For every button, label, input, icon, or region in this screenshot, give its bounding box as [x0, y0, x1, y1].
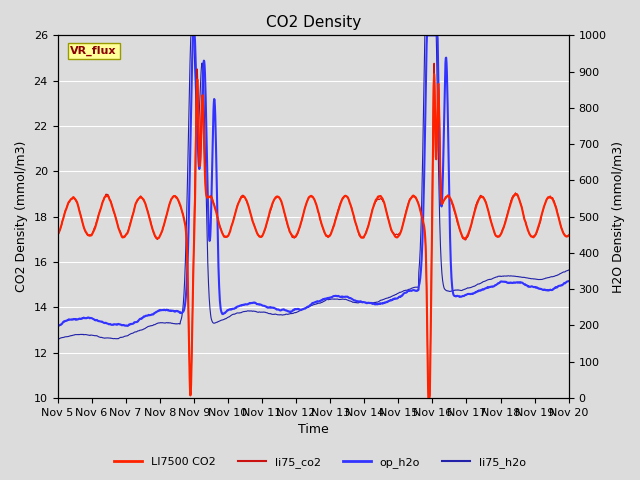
Line: LI7500 CO2: LI7500 CO2: [58, 74, 569, 398]
LI7500 CO2: [54, 232, 61, 238]
Legend: LI7500 CO2, li75_co2, op_h2o, li75_h2o: LI7500 CO2, li75_co2, op_h2o, li75_h2o: [110, 452, 530, 472]
op_h2o: [54, 324, 61, 329]
X-axis label: Time: Time: [298, 423, 328, 436]
li75_co2: [430, 60, 438, 66]
LI7500 CO2: [430, 71, 438, 77]
LI7500 CO2: [155, 235, 163, 241]
LI7500 CO2: [565, 232, 573, 238]
Text: VR_flux: VR_flux: [70, 46, 117, 57]
op_h2o: [504, 280, 512, 286]
LI7500 CO2: [168, 196, 175, 202]
op_h2o: [168, 308, 175, 314]
LI7500 CO2: [505, 207, 513, 213]
Y-axis label: H2O Density (mmol/m3): H2O Density (mmol/m3): [612, 141, 625, 293]
LI7500 CO2: [424, 395, 432, 401]
LI7500 CO2: [392, 234, 400, 240]
li75_h2o: [54, 337, 61, 343]
Line: op_h2o: op_h2o: [58, 36, 569, 326]
li75_h2o: [188, 33, 195, 38]
op_h2o: [189, 33, 197, 38]
li75_co2: [460, 236, 467, 242]
li75_co2: [155, 235, 163, 241]
li75_h2o: [565, 267, 573, 273]
op_h2o: [565, 278, 573, 284]
Line: li75_co2: li75_co2: [58, 63, 569, 398]
op_h2o: [225, 307, 232, 313]
op_h2o: [155, 308, 163, 313]
li75_co2: [392, 231, 400, 237]
li75_h2o: [168, 320, 175, 326]
op_h2o: [392, 296, 400, 301]
LI7500 CO2: [460, 235, 467, 240]
Line: li75_h2o: li75_h2o: [58, 36, 569, 340]
li75_co2: [54, 233, 61, 239]
LI7500 CO2: [225, 233, 232, 239]
li75_co2: [168, 196, 175, 202]
li75_h2o: [155, 320, 163, 326]
li75_co2: [565, 233, 573, 239]
Title: CO2 Density: CO2 Density: [266, 15, 361, 30]
Y-axis label: CO2 Density (mmol/m3): CO2 Density (mmol/m3): [15, 141, 28, 292]
li75_co2: [424, 395, 432, 401]
li75_h2o: [225, 314, 232, 320]
op_h2o: [460, 293, 467, 299]
li75_h2o: [504, 273, 512, 279]
li75_h2o: [460, 287, 467, 293]
li75_h2o: [392, 291, 400, 297]
li75_co2: [505, 206, 513, 212]
li75_co2: [225, 232, 232, 238]
